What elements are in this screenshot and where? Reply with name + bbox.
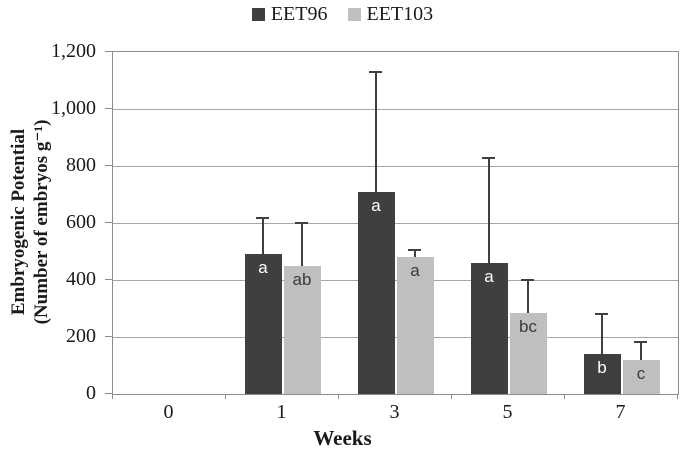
bar-EET103-week-5: bc [509,312,547,394]
error-bar-line-EET96-week-7 [601,312,603,355]
gridline-400 [113,280,678,281]
y-tick-mark-1200 [105,51,112,52]
error-bar-line-EET103-week-3 [414,248,416,258]
significance-letter-EET96-week-1: a [258,258,268,278]
bar-EET103-week-7: c [622,359,660,394]
error-bar-cap-EET103-week-7 [634,341,647,344]
significance-letter-EET96-week-3: a [371,195,381,215]
y-tick-label-0: 0 [86,382,96,404]
y-tick-label-200: 200 [66,325,96,347]
gridline-600 [113,223,678,224]
bar-EET96-week-5: a [470,262,508,394]
plot-area: a a a b ab a bc c [112,51,679,395]
y-tick-mark-600 [105,222,112,223]
error-bar-cap-EET103-week-3 [408,248,421,251]
y-tick-mark-200 [105,336,112,337]
legend-item-EET103: EET103 [347,3,434,26]
legend-swatch-EET96 [251,8,265,21]
gridline-1000 [113,109,678,110]
significance-letter-EET103-week-3: a [410,261,420,281]
significance-letter-EET96-week-7: b [597,358,607,378]
x-tick-mark-0 [112,394,113,399]
y-tick-mark-800 [105,165,112,166]
legend-label-EET96: EET96 [270,3,328,25]
bar-EET103-week-3: a [396,257,434,394]
x-tick-mark-2 [338,394,339,399]
bar-EET103-week-1: ab [283,265,321,394]
bar-EET96-week-7: b [583,354,621,394]
y-tick-mark-0 [105,393,112,394]
error-bar-cap-EET96-week-7 [595,312,608,315]
y-tick-label-400: 400 [66,268,96,290]
significance-letter-EET96-week-5: a [484,266,494,286]
error-bar-cap-EET103-week-1 [295,221,308,224]
x-tick-mark-5 [677,394,678,399]
error-bar-line-EET96-week-1 [262,217,264,255]
y-tick-mark-1000 [105,108,112,109]
bar-EET96-week-3: a [357,191,395,394]
x-tick-label-7: 7 [615,401,626,423]
legend-item-EET96: EET96 [251,3,328,26]
bar-EET96-week-1: a [244,254,282,394]
error-bar-line-EET96-week-5 [488,157,490,263]
legend-swatch-EET103 [347,8,361,21]
chart-legend: EET96 EET103 [0,3,685,26]
error-bar-cap-EET103-week-5 [521,278,534,281]
x-tick-label-3: 3 [389,401,400,423]
y-tick-label-600: 600 [66,211,96,233]
y-tick-label-800: 800 [66,154,96,176]
significance-letter-EET103-week-1: ab [292,269,312,289]
significance-letter-EET103-week-5: bc [519,316,537,336]
error-bar-cap-EET96-week-3 [369,70,382,73]
gridline-800 [113,166,678,167]
x-tick-mark-3 [451,394,452,399]
error-bar-cap-EET96-week-5 [482,157,495,160]
x-axis-title: Weeks [313,426,372,450]
error-bar-line-EET96-week-3 [375,70,377,192]
error-bar-line-EET103-week-5 [527,278,529,313]
x-tick-label-0: 0 [163,401,174,423]
x-tick-label-1: 1 [276,401,287,423]
error-bar-line-EET103-week-1 [301,221,303,266]
significance-letter-EET103-week-7: c [636,363,646,383]
y-tick-mark-400 [105,279,112,280]
error-bar-line-EET103-week-7 [640,341,642,360]
y-tick-label-1000: 1,000 [51,97,96,119]
x-tick-label-5: 5 [502,401,513,423]
x-tick-mark-1 [225,394,226,399]
y-tick-label-1200: 1,200 [51,40,96,62]
gridline-200 [113,337,678,338]
x-tick-mark-4 [564,394,565,399]
legend-label-EET103: EET103 [366,3,434,25]
error-bar-cap-EET96-week-1 [256,217,269,220]
